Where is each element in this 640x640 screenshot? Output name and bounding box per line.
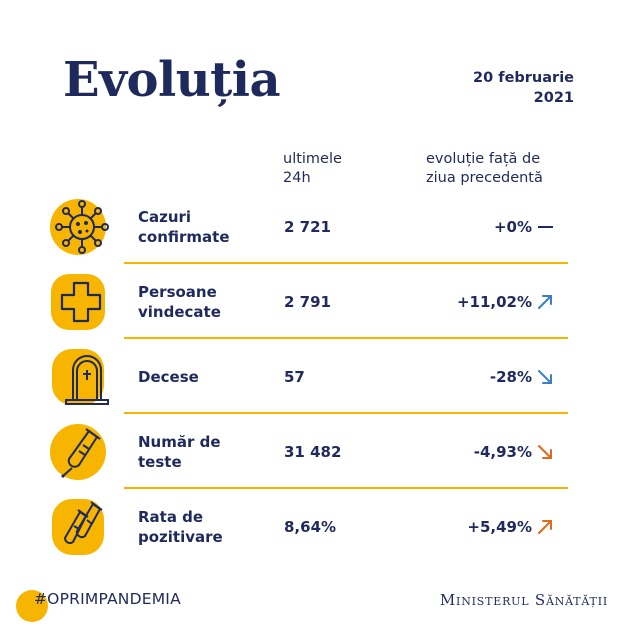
test-tube-icon [49, 421, 111, 483]
trend-down-icon [536, 368, 554, 386]
stat-label: Decese [138, 367, 199, 387]
stat-label-line2: vindecate [138, 303, 221, 321]
stat-delta: -4,93% [473, 443, 532, 461]
virus-icon [49, 196, 111, 258]
stat-label-line1: Rata de [138, 508, 204, 526]
trend-flat-icon [536, 218, 554, 236]
trend-down-icon [536, 443, 554, 461]
stat-value: 31 482 [284, 443, 342, 461]
row-divider [124, 337, 568, 339]
stat-label: Rata de pozitivare [138, 507, 223, 547]
column-header-last-24h-line1: ultimele [283, 151, 342, 167]
stat-label-line2: pozitivare [138, 528, 223, 546]
column-header-last-24h: ultimele 24h [283, 150, 342, 188]
column-header-evolution: evoluție față de ziua precedentă [426, 150, 543, 188]
test-tubes-icon [49, 496, 111, 558]
cross-icon [49, 271, 111, 333]
accent-dot [16, 590, 48, 622]
stat-label-line1: Decese [138, 368, 199, 386]
stat-label-line1: Persoane [138, 283, 217, 301]
report-date: 20 februarie 2021 [473, 68, 574, 108]
tombstone-icon [49, 346, 111, 408]
date-day-month: 20 februarie [473, 70, 574, 86]
stat-value: 2 791 [284, 293, 331, 311]
date-year: 2021 [533, 90, 574, 106]
stat-label-line2: teste [138, 453, 182, 471]
stat-delta: +5,49% [467, 518, 532, 536]
stat-row-confirmed-cases: Cazuri confirmate 2 721 +0% [0, 189, 640, 265]
stat-label: Cazuri confirmate [138, 207, 230, 247]
trend-up-icon [536, 518, 554, 536]
column-header-last-24h-line2: 24h [283, 170, 311, 186]
stat-delta: +0% [493, 218, 532, 236]
column-header-evolution-line2: ziua precedentă [426, 170, 543, 186]
stat-row-deaths: Decese 57 -28% [0, 339, 640, 415]
ministry-signature: Ministerul Sănătății [439, 591, 608, 609]
trend-up-icon [536, 293, 554, 311]
stat-label-line1: Număr de [138, 433, 221, 451]
stat-delta: +11,02% [456, 293, 532, 311]
column-header-evolution-line1: evoluție față de [426, 151, 541, 167]
row-divider [124, 487, 568, 489]
stat-label: Persoane vindecate [138, 282, 221, 322]
stat-row-recovered: Persoane vindecate 2 791 +11,02% [0, 264, 640, 340]
stat-value: 2 721 [284, 218, 331, 236]
row-divider [124, 412, 568, 414]
stat-label-line2: confirmate [138, 228, 230, 246]
stat-delta: -28% [489, 368, 532, 386]
stat-value: 57 [284, 368, 305, 386]
hashtag: #OPRIMPANDEMIA [34, 590, 181, 608]
stat-row-tests: Număr de teste 31 482 -4,93% [0, 414, 640, 490]
stat-value: 8,64% [284, 518, 337, 536]
row-divider [124, 262, 568, 264]
stat-row-positivity-rate: Rata de pozitivare 8,64% +5,49% [0, 489, 640, 565]
stat-label: Număr de teste [138, 432, 221, 472]
page-title: Evoluția [63, 52, 281, 108]
stat-label-line1: Cazuri [138, 208, 192, 226]
